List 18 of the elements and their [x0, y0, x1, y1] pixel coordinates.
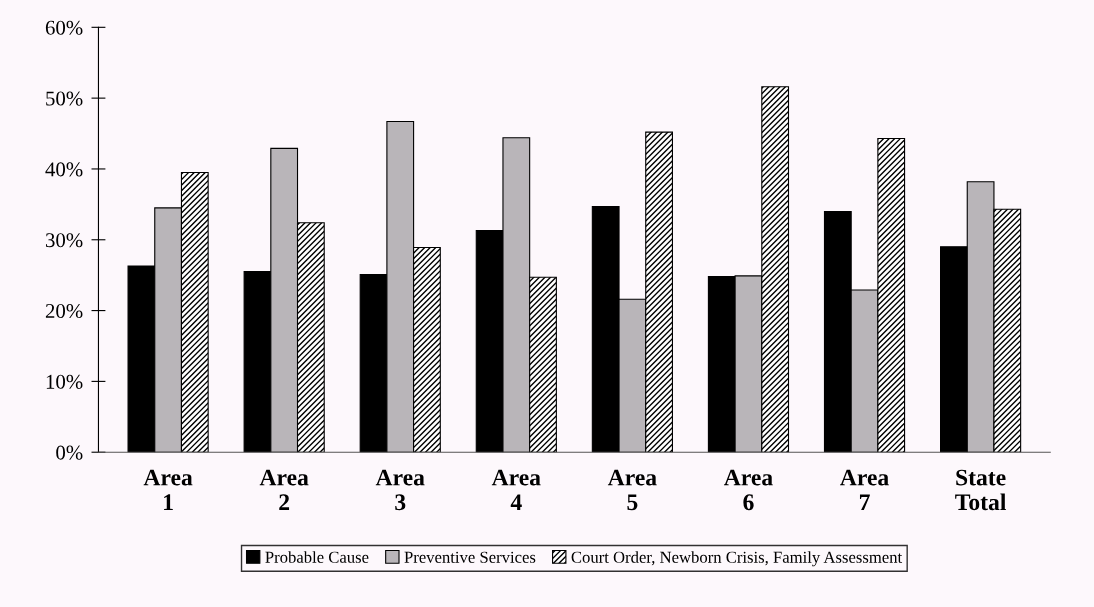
x-tick-label: Area 2: [259, 469, 309, 510]
y-tick-label: 10%: [46, 374, 83, 389]
y-tick-label: 30%: [45, 233, 83, 248]
y-tick-label: 50%: [46, 91, 83, 106]
x-tick-label: Area 7: [840, 469, 889, 510]
y-tick-label: 0%: [56, 445, 83, 460]
y-tick-label: 40%: [45, 162, 83, 177]
x-tick-label: Area 6: [723, 469, 773, 511]
x-tick-label: Area 3: [375, 469, 425, 511]
x-tick-label: Area 5: [607, 469, 657, 511]
y-tick-label: 60%: [45, 20, 83, 35]
x-tick-label: State Total: [955, 469, 1007, 511]
legend-label: Preventive Services: [404, 551, 536, 563]
legend-label: Probable Cause: [265, 551, 369, 563]
x-tick-label: Area 1: [143, 469, 193, 510]
legend-label: Court Order, Newborn Crisis, Family Assessment: [571, 551, 903, 567]
x-tick-label: Area 4: [491, 469, 541, 510]
y-tick-label: 20%: [45, 303, 83, 319]
